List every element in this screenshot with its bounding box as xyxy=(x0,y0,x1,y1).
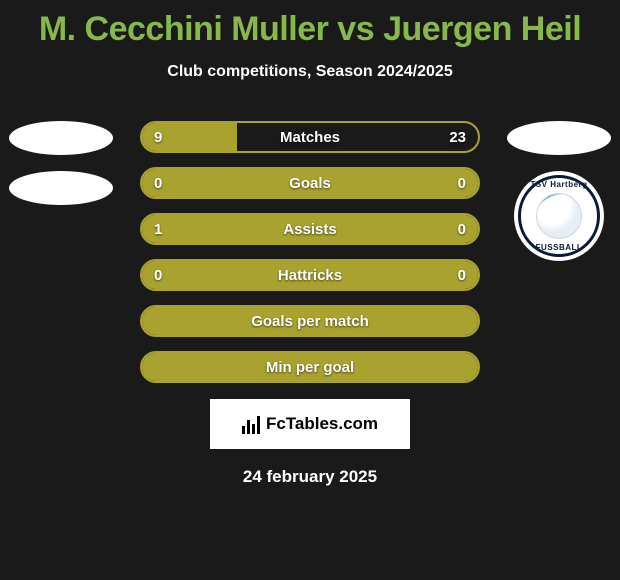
brand-text: FcTables.com xyxy=(266,414,378,434)
stat-label: Min per goal xyxy=(266,359,354,376)
stat-row-assists: 1 0 Assists xyxy=(140,213,480,245)
page-title: M. Cecchini Muller vs Juergen Heil xyxy=(0,0,620,49)
stats-area: TSV Hartberg FUSSBALL 9 23 Matches 0 0 Goals 1 0… xyxy=(0,121,620,383)
badge-text-top: TSV Hartberg xyxy=(530,180,587,189)
badge-column-right: TSV Hartberg FUSSBALL xyxy=(504,121,614,261)
branding-box: FcTables.com xyxy=(210,399,410,449)
vs-text: vs xyxy=(337,10,374,48)
stat-value-right: 0 xyxy=(458,175,466,192)
team-badge-placeholder xyxy=(9,121,113,155)
stat-label: Goals xyxy=(289,175,331,192)
stat-label: Goals per match xyxy=(251,313,369,330)
team-badge-placeholder xyxy=(507,121,611,155)
player-left-name: M. Cecchini Muller xyxy=(39,10,329,48)
badge-text-bottom: FUSSBALL xyxy=(536,243,583,252)
brand-chart-icon xyxy=(242,414,260,434)
subtitle: Club competitions, Season 2024/2025 xyxy=(0,63,620,81)
stat-value-right: 0 xyxy=(458,221,466,238)
stat-label: Assists xyxy=(283,221,336,238)
stat-label: Matches xyxy=(280,129,340,146)
stat-row-matches: 9 23 Matches xyxy=(140,121,480,153)
soccer-ball-icon xyxy=(536,193,582,239)
stat-label: Hattricks xyxy=(278,267,342,284)
stat-row-min-per-goal: Min per goal xyxy=(140,351,480,383)
stat-value-left: 0 xyxy=(154,267,162,284)
stat-value-left: 9 xyxy=(154,129,162,146)
stat-row-goals: 0 0 Goals xyxy=(140,167,480,199)
date-text: 24 february 2025 xyxy=(0,467,620,487)
player-right-name: Juergen Heil xyxy=(383,10,581,48)
stat-value-left: 0 xyxy=(154,175,162,192)
stat-row-hattricks: 0 0 Hattricks xyxy=(140,259,480,291)
badge-column-left xyxy=(6,121,116,205)
team-badge-tsv-hartberg: TSV Hartberg FUSSBALL xyxy=(514,171,604,261)
stat-value-left: 1 xyxy=(154,221,162,238)
stat-value-right: 0 xyxy=(458,267,466,284)
team-badge-placeholder xyxy=(9,171,113,205)
stat-bars: 9 23 Matches 0 0 Goals 1 0 Assists 0 0 Hattricks Goa… xyxy=(140,121,480,383)
stat-row-goals-per-match: Goals per match xyxy=(140,305,480,337)
stat-value-right: 23 xyxy=(449,129,466,146)
